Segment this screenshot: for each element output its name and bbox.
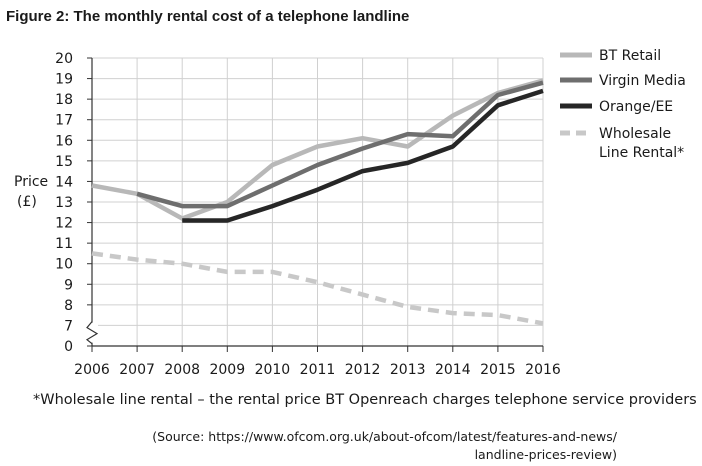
y-tick-label: 18 xyxy=(55,92,73,108)
series-line-bt-retail xyxy=(91,78,544,221)
y-tick-label: 10 xyxy=(55,257,73,273)
y-tick-label: 17 xyxy=(55,113,73,129)
series-lines xyxy=(91,78,544,326)
legend-label: Virgin Media xyxy=(599,73,686,89)
footnote: *Wholesale line rental – the rental pric… xyxy=(33,392,697,408)
legend: BT Retail Virgin Media Orange/EE Wholesale L… xyxy=(560,48,686,161)
x-tick-label: 2011 xyxy=(300,362,336,378)
y-axis-label: Price xyxy=(14,174,48,190)
axes xyxy=(87,57,544,352)
y-tick-label: 19 xyxy=(55,72,73,88)
x-tick-label: 2016 xyxy=(525,362,561,378)
x-tick-label: 2009 xyxy=(209,362,245,378)
y-tick-label: 12 xyxy=(55,216,73,232)
y-tick-labels: 0 7 8 9 10 11 12 13 14 15 16 17 18 19 20 xyxy=(55,51,73,355)
y-tick-label: 13 xyxy=(55,195,73,211)
x-tick-label: 2010 xyxy=(255,362,291,378)
y-tick-label: 0 xyxy=(64,339,73,355)
axis-break-icon xyxy=(85,321,99,345)
x-tick-label: 2007 xyxy=(119,362,155,378)
legend-label-line2: Line Rental* xyxy=(599,145,684,161)
x-tick-label: 2008 xyxy=(164,362,200,378)
axis-break-zigzag xyxy=(85,321,99,345)
legend-label: BT Retail xyxy=(599,48,661,64)
y-tick-label: 8 xyxy=(64,298,73,314)
y-tick-label: 16 xyxy=(55,133,73,149)
x-tick-label: 2013 xyxy=(390,362,426,378)
x-tick-label: 2014 xyxy=(435,362,471,378)
x-tick-label: 2012 xyxy=(345,362,381,378)
y-tick-label: 9 xyxy=(64,277,73,293)
series-line-virgin-media xyxy=(136,80,544,209)
x-tick-label: 2015 xyxy=(480,362,516,378)
y-tick-label: 7 xyxy=(64,318,73,334)
y-axis-unit: (£) xyxy=(17,194,37,210)
x-tick-label: 2006 xyxy=(74,362,110,378)
series-line-wholesale xyxy=(91,251,544,326)
series-line-orange-ee xyxy=(182,88,544,223)
legend-label: Wholesale xyxy=(599,126,671,142)
chart-title: Figure 2: The monthly rental cost of a t… xyxy=(6,8,410,25)
axis-break-gap xyxy=(86,322,98,343)
x-tick-labels: 2006 2007 2008 2009 2010 2011 2012 2013 2014 2015… xyxy=(74,362,561,378)
y-tick-label: 11 xyxy=(55,236,73,252)
source-note: (Source: https://www.ofcom.org.uk/about-… xyxy=(152,428,617,464)
source-line-1: (Source: https://www.ofcom.org.uk/about-… xyxy=(152,429,617,444)
y-tick-label: 14 xyxy=(55,174,73,190)
legend-label: Orange/EE xyxy=(599,99,673,115)
y-tick-label: 15 xyxy=(55,154,73,170)
source-line-2: landline-prices-review) xyxy=(474,447,617,462)
y-tick-label: 20 xyxy=(55,51,73,67)
